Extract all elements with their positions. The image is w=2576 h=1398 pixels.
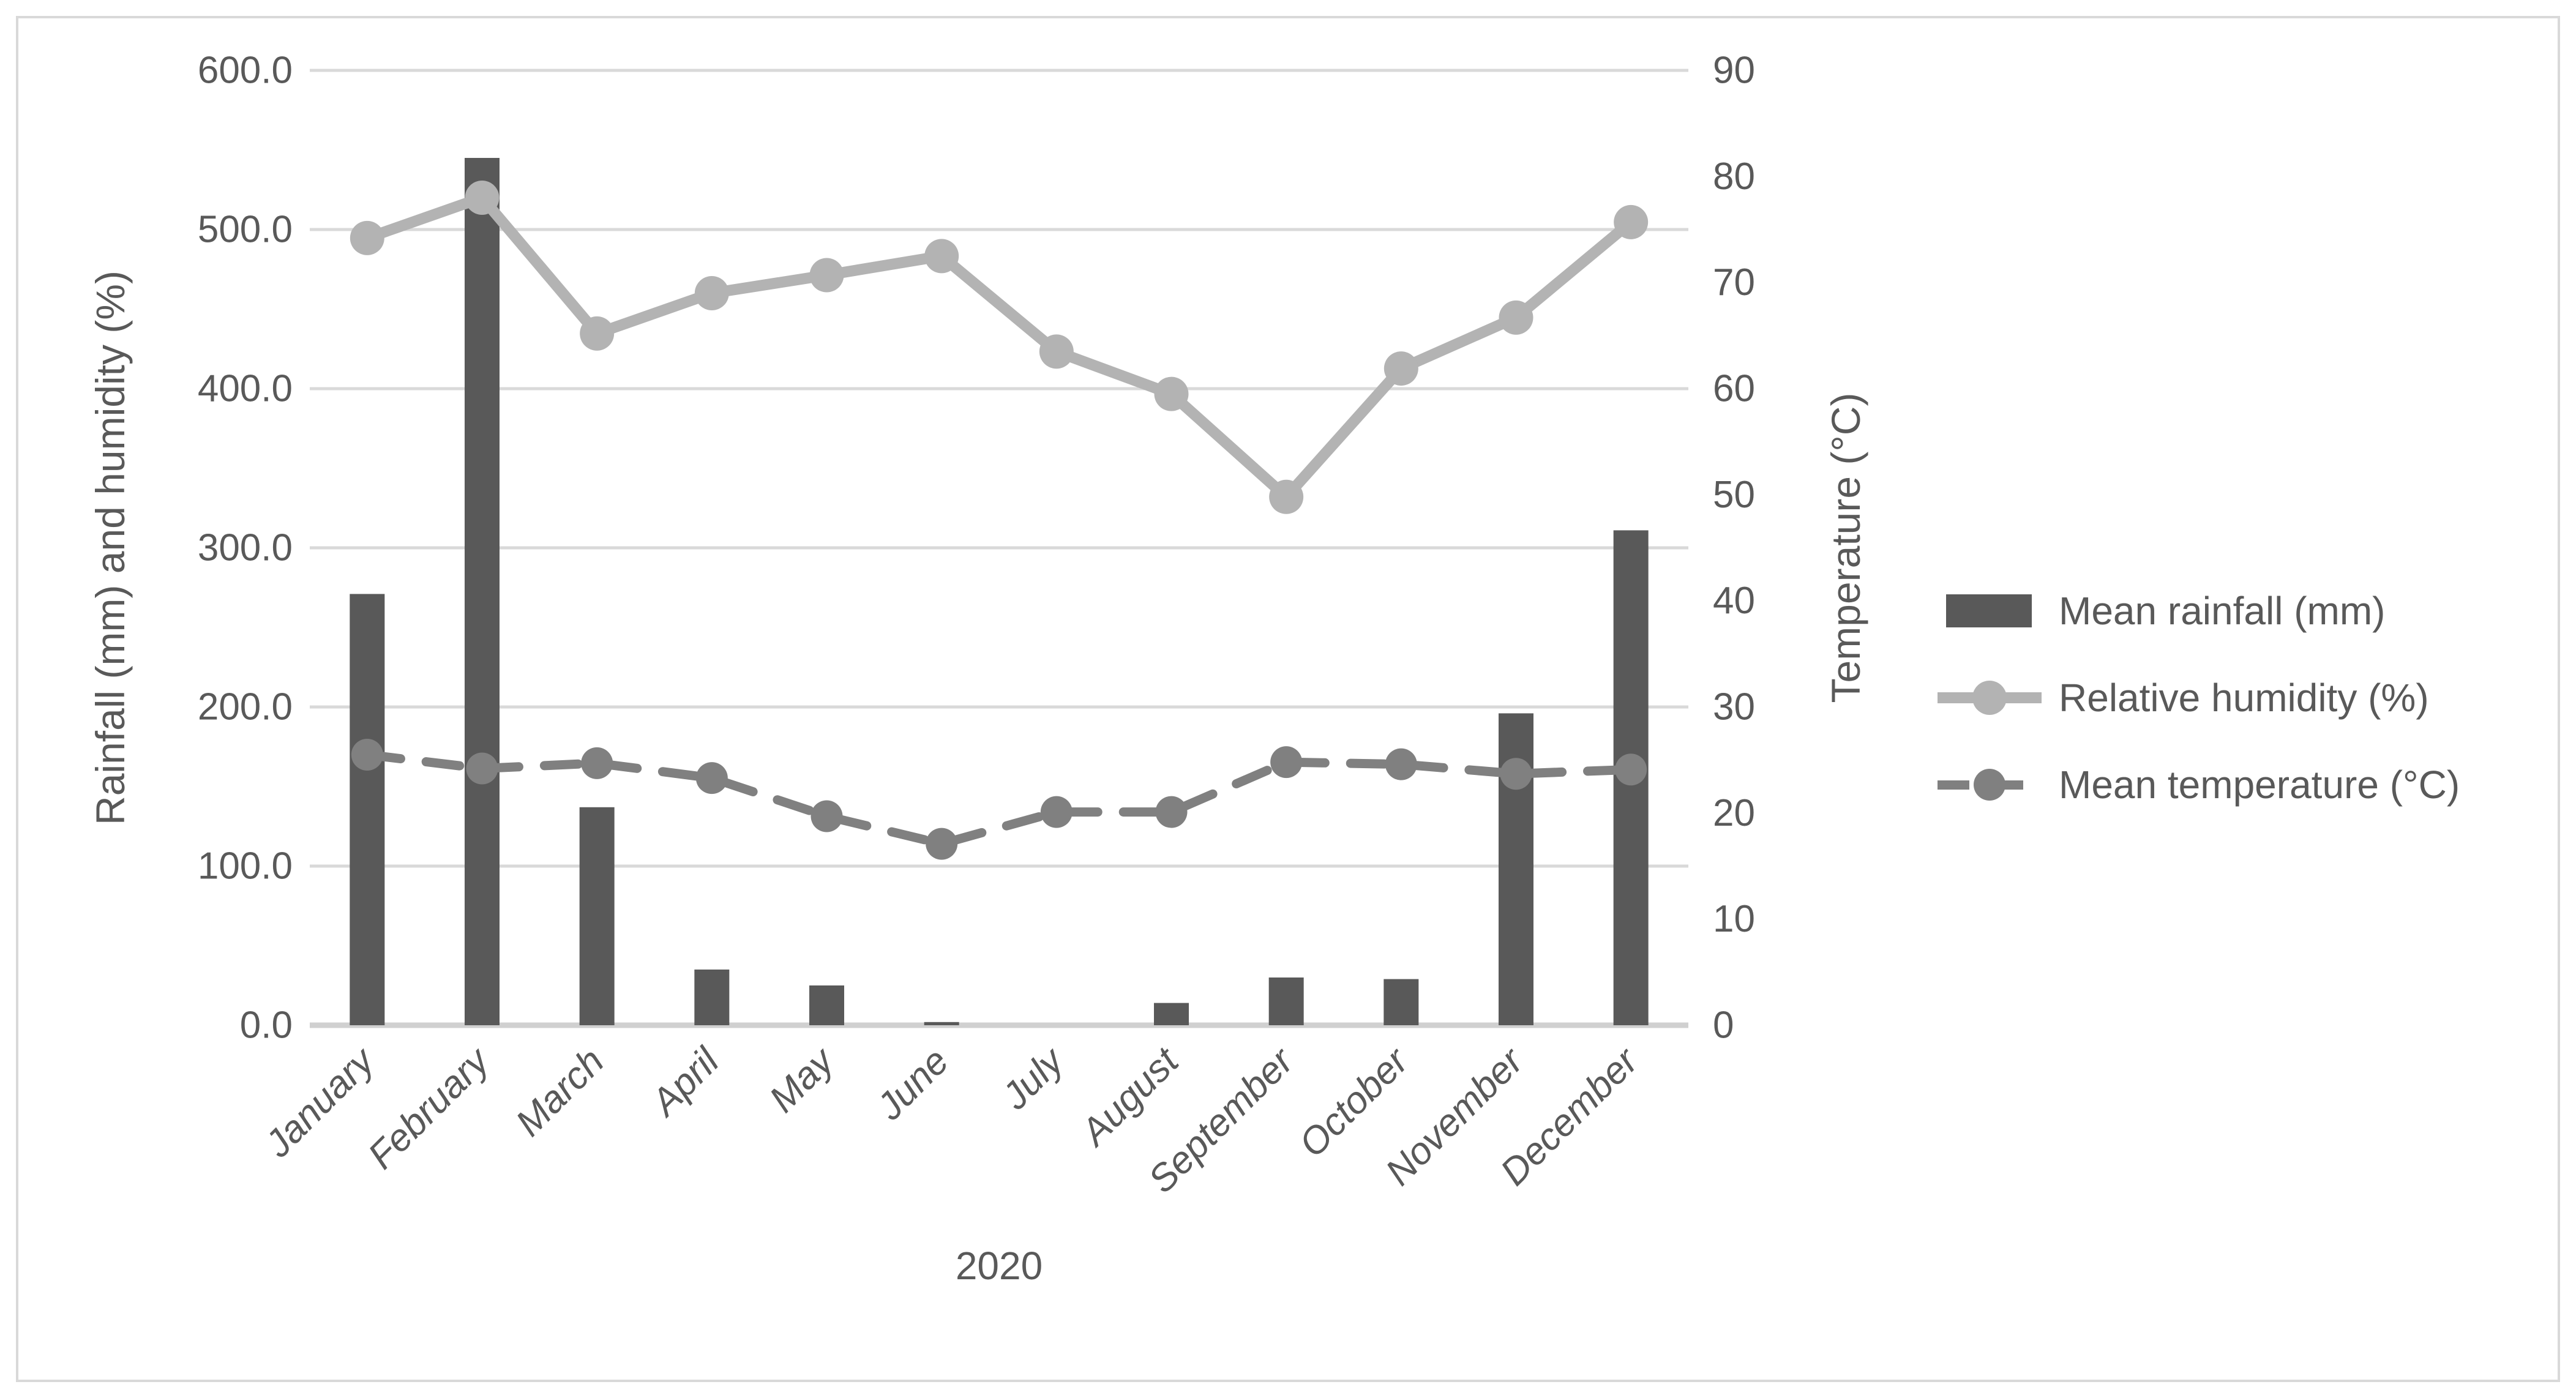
x-axis-label-may: May <box>762 1038 844 1120</box>
legend-item-rainfall: Mean rainfall (mm) <box>1938 581 2460 640</box>
bar-june <box>924 1022 959 1025</box>
temperature-marker-september <box>1270 746 1303 779</box>
legend-item-humidity: Relative humidity (%) <box>1938 668 2460 727</box>
humidity-marker-january <box>350 220 384 255</box>
bar-january <box>350 594 385 1025</box>
x-axis-label-march: March <box>507 1040 612 1145</box>
humidity-marker-april <box>694 276 729 310</box>
left-axis-tick-label: 200.0 <box>198 686 293 728</box>
temperature-marker-april <box>695 762 728 794</box>
temperature-marker-june <box>926 828 958 860</box>
temperature-marker-july <box>1040 796 1073 828</box>
humidity-marker-march <box>580 316 615 351</box>
temperature-marker-august <box>1155 796 1188 828</box>
legend-label-rainfall: Mean rainfall (mm) <box>2059 589 2386 633</box>
right-axis-tick-label: 80 <box>1713 155 1755 198</box>
temperature-marker-january <box>351 739 383 771</box>
humidity-marker-february <box>465 181 500 215</box>
bar-october <box>1383 979 1419 1025</box>
x-axis-label-february: February <box>360 1038 499 1177</box>
right-axis-tick-label: 20 <box>1713 792 1755 834</box>
humidity-marker-swatch <box>1972 681 2007 715</box>
temperature-marker-december <box>1615 753 1647 786</box>
chart-legend: Mean rainfall (mm) Relative humidity (%)… <box>1938 581 2460 814</box>
bar-swatch <box>1946 594 2032 627</box>
temperature-marker-may <box>811 800 843 832</box>
right-axis-tick-label: 90 <box>1713 50 1755 92</box>
right-axis-tick-label: 40 <box>1713 580 1755 622</box>
legend-label-temperature: Mean temperature (°C) <box>2059 763 2460 807</box>
humidity-marker-september <box>1269 479 1304 514</box>
humidity-marker-november <box>1499 300 1533 335</box>
right-axis-tick-label: 50 <box>1713 474 1755 516</box>
temperature-marker-swatch <box>1974 769 2005 801</box>
x-axis-label-july: July <box>994 1038 1073 1118</box>
temperature-line-swatch-icon <box>1938 766 2042 803</box>
humidity-marker-june <box>924 239 959 274</box>
bar-april <box>694 970 730 1025</box>
temperature-marker-march <box>581 747 613 779</box>
right-axis-tick-label: 0 <box>1713 1004 1734 1047</box>
x-axis-label-august: August <box>1071 1039 1188 1155</box>
left-axis-tick-label: 400.0 <box>198 368 293 410</box>
left-axis-tick-label: 600.0 <box>198 50 293 92</box>
rainfall-bar-swatch-icon <box>1938 592 2042 629</box>
bar-march <box>579 807 615 1025</box>
humidity-line <box>361 192 1637 503</box>
bar-august <box>1154 1003 1189 1025</box>
legend-label-humidity: Relative humidity (%) <box>2059 676 2429 720</box>
humidity-line-swatch-icon <box>1938 679 2042 716</box>
humidity-marker-may <box>809 258 844 293</box>
x-axis-label-june: June <box>868 1040 957 1129</box>
humidity-marker-october <box>1383 351 1418 386</box>
left-axis-tick-label: 500.0 <box>198 209 293 251</box>
temperature-marker-october <box>1385 748 1417 780</box>
legend-item-temperature: Mean temperature (°C) <box>1938 755 2460 814</box>
bar-september <box>1268 977 1304 1025</box>
left-axis-tick-label: 100.0 <box>198 845 293 888</box>
humidity-marker-july <box>1039 334 1074 369</box>
left-axis-tick-label: 0.0 <box>240 1004 293 1047</box>
chart-frame <box>16 16 2560 1382</box>
x-axis-label-april: April <box>642 1039 728 1126</box>
right-axis-title: Temperature (°C) <box>1823 393 1868 703</box>
temperature-line <box>362 750 1636 849</box>
temperature-marker-february <box>466 752 498 785</box>
left-axis-tick-label: 300.0 <box>198 527 293 569</box>
humidity-marker-december <box>1614 204 1649 239</box>
right-axis-tick-label: 70 <box>1713 261 1755 304</box>
right-axis-tick-label: 60 <box>1713 368 1755 410</box>
x-axis-group-label: 2020 <box>956 1244 1043 1288</box>
right-axis-tick-label: 10 <box>1713 898 1755 940</box>
right-axis-tick-label: 30 <box>1713 686 1755 728</box>
temperature-marker-november <box>1500 758 1532 790</box>
bar-may <box>809 985 844 1025</box>
bar-february <box>465 158 500 1025</box>
humidity-marker-august <box>1154 376 1189 411</box>
left-axis-title: Rainfall (mm) and humidity (%) <box>88 271 133 825</box>
